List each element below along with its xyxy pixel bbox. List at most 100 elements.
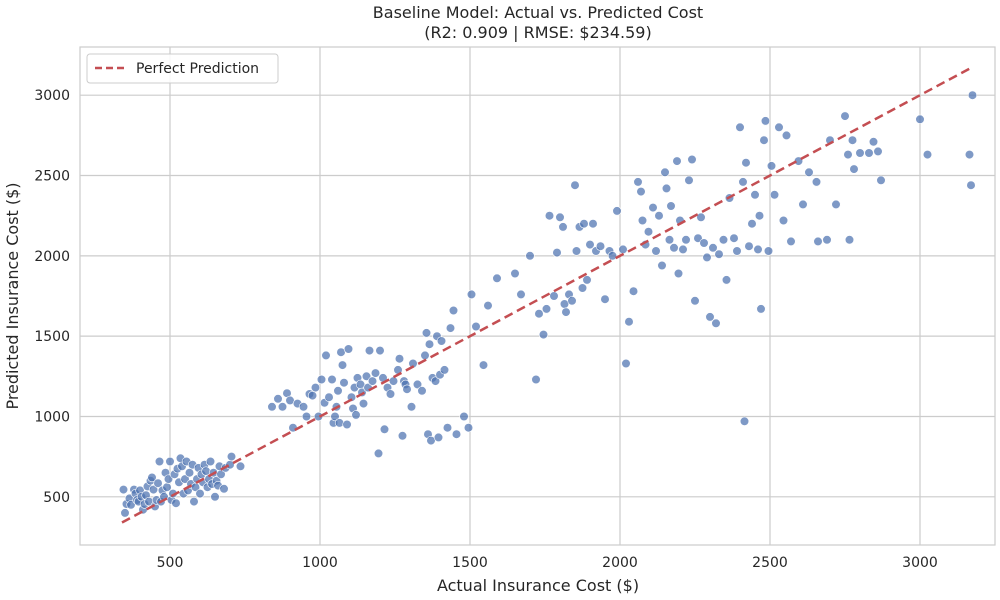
data-point <box>471 321 481 332</box>
data-point <box>798 199 808 209</box>
data-point <box>741 158 751 168</box>
data-point <box>849 164 859 174</box>
data-point <box>301 411 312 422</box>
y-tick-label: 1000 <box>34 409 70 425</box>
data-point <box>729 233 739 243</box>
data-point <box>855 148 865 158</box>
y-tick-label: 1500 <box>34 329 70 345</box>
data-point <box>333 386 343 396</box>
data-point <box>184 468 195 478</box>
data-point <box>673 268 684 279</box>
data-point <box>561 307 571 317</box>
data-point <box>612 206 622 216</box>
data-point <box>337 360 348 370</box>
data-point <box>567 296 577 306</box>
data-point <box>750 190 760 200</box>
y-tick-label: 2000 <box>34 249 70 265</box>
data-point <box>277 402 288 412</box>
data-point <box>744 241 754 251</box>
data-point <box>430 376 441 386</box>
data-point <box>406 402 417 412</box>
data-point <box>375 346 385 356</box>
data-point <box>459 411 469 422</box>
plot-frame <box>79 46 996 546</box>
data-point <box>699 238 709 248</box>
data-point <box>756 304 766 314</box>
data-point <box>684 175 694 185</box>
data-point <box>343 344 354 354</box>
data-point <box>321 350 331 361</box>
legend-box <box>86 53 279 84</box>
data-point <box>747 219 757 229</box>
data-point <box>388 376 399 386</box>
data-point <box>385 389 396 399</box>
data-point <box>840 111 850 121</box>
data-point <box>549 291 559 301</box>
data-point <box>379 424 390 434</box>
data-point <box>525 251 535 261</box>
data-point <box>793 156 804 166</box>
data-point <box>711 318 721 328</box>
data-point <box>555 212 565 222</box>
data-point <box>678 244 688 254</box>
data-point <box>769 190 780 200</box>
data-point <box>693 233 703 243</box>
data-point <box>621 358 631 369</box>
data-point <box>571 246 582 256</box>
data-point <box>651 246 661 256</box>
data-point <box>442 423 453 433</box>
data-point <box>180 474 190 484</box>
data-point <box>433 432 444 443</box>
data-point <box>171 498 181 508</box>
data-point <box>313 411 324 422</box>
data-point <box>342 419 352 430</box>
data-point <box>165 456 175 467</box>
data-point <box>718 235 729 245</box>
chart-title: Baseline Model: Actual vs. Predicted Cos… <box>373 3 703 22</box>
data-point <box>118 485 129 495</box>
data-point <box>705 312 715 322</box>
y-tick-label: 2500 <box>34 169 70 185</box>
data-point <box>735 122 745 132</box>
data-point <box>781 130 792 140</box>
data-point <box>873 146 883 156</box>
data-point <box>774 122 784 132</box>
data-point <box>669 243 679 253</box>
data-point <box>339 378 349 388</box>
data-point <box>420 350 430 361</box>
data-point <box>478 360 489 370</box>
data-point <box>763 246 774 256</box>
data-point <box>273 394 283 404</box>
data-point <box>577 283 588 293</box>
data-point <box>201 466 211 476</box>
data-point <box>847 135 858 145</box>
data-point <box>786 236 796 246</box>
data-point <box>466 289 477 300</box>
data-point <box>660 167 670 177</box>
data-point <box>436 336 447 346</box>
data-point <box>358 399 369 409</box>
data-point <box>811 177 822 187</box>
data-point <box>618 244 628 254</box>
data-point <box>844 235 855 245</box>
data-point <box>654 211 664 221</box>
data-point <box>373 448 384 459</box>
data-point <box>531 374 541 385</box>
data-point <box>397 431 408 441</box>
data-point <box>417 386 427 396</box>
data-point <box>210 492 220 502</box>
legend: Perfect Prediction <box>86 53 279 84</box>
data-point <box>267 402 277 412</box>
data-point <box>636 187 646 197</box>
data-point <box>672 156 682 166</box>
legend-label: Perfect Prediction <box>136 61 259 77</box>
data-point <box>922 150 933 160</box>
data-point <box>915 114 925 124</box>
data-point <box>153 478 163 488</box>
data-point <box>205 456 216 467</box>
data-point <box>687 154 697 165</box>
data-point <box>298 402 309 412</box>
data-point <box>607 251 618 261</box>
data-point <box>351 410 361 420</box>
